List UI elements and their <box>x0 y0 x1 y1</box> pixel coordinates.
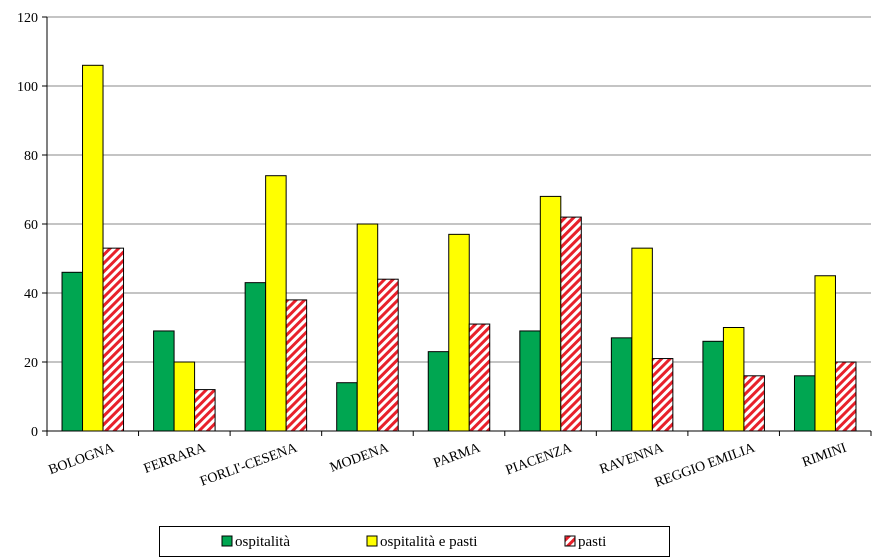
legend-label: pasti <box>578 534 606 550</box>
y-tick-label: 80 <box>24 149 38 164</box>
x-category-label: FERRARA <box>142 440 209 476</box>
bar-rimini-3 <box>834 361 857 432</box>
bar-modena-1 <box>336 382 358 432</box>
x-category-label: RAVENNA <box>598 440 667 477</box>
bar-forli-cesena-3 <box>285 299 308 432</box>
bar-ferrara-2 <box>173 361 196 432</box>
x-category-label: BOLOGNA <box>47 440 117 478</box>
bar-bologna-3 <box>102 247 125 432</box>
bar-ferrara-1 <box>153 330 175 432</box>
bar-rimini-2 <box>814 275 836 432</box>
bar-piacenza-2 <box>539 195 562 432</box>
bar-ravenna-2 <box>631 247 653 432</box>
x-category-label: PARMA <box>432 440 484 471</box>
y-tick-label: 120 <box>17 11 38 26</box>
legend-swatch <box>564 535 576 547</box>
y-tick-label: 40 <box>24 287 38 302</box>
bar-parma-1 <box>427 351 450 432</box>
x-category-label: FORLI'-CESENA <box>198 440 300 489</box>
x-category-label: RIMINI <box>800 441 849 471</box>
y-axis-ticks: 0 20 40 60 80 100 120 <box>17 11 47 440</box>
bar-reggio-emilia-3 <box>743 375 765 432</box>
x-category-label: MODENA <box>328 440 392 475</box>
bar-reggio-emilia-1 <box>702 340 724 432</box>
legend-label: ospitalità <box>235 534 290 550</box>
bar-parma-2 <box>448 233 470 432</box>
legend-box <box>159 526 670 557</box>
bar-piacenza-3 <box>560 216 582 432</box>
x-category-label: PIACENZA <box>504 440 575 478</box>
y-tick-label: 100 <box>17 80 38 95</box>
bar-modena-3 <box>377 278 399 432</box>
bar-parma-3 <box>468 323 491 432</box>
bars <box>61 64 857 432</box>
legend-label: ospitalità e pasti <box>380 534 477 550</box>
bar-rimini-1 <box>793 375 816 432</box>
x-category-label: REGGIO EMILIA <box>653 440 758 490</box>
bar-ravenna-1 <box>610 337 633 432</box>
bar-ferrara-3 <box>194 389 216 432</box>
axes <box>46 17 872 436</box>
bar-modena-2 <box>356 223 379 432</box>
bar-ravenna-3 <box>651 358 674 432</box>
y-tick-label: 0 <box>31 425 38 440</box>
y-tick-label: 60 <box>24 218 38 233</box>
legend-swatch <box>366 535 378 547</box>
legend-swatch <box>221 535 233 547</box>
bar-bologna-2 <box>82 64 104 432</box>
bar-reggio-emilia-2 <box>722 327 745 432</box>
legend: ospitalità ospitalità e pasti pasti <box>159 526 670 557</box>
bar-forli-cesena-1 <box>244 282 267 432</box>
y-tick-label: 20 <box>24 356 38 371</box>
bar-forli-cesena-2 <box>265 175 287 432</box>
bar-bologna-1 <box>61 271 84 432</box>
bar-piacenza-1 <box>519 330 541 432</box>
